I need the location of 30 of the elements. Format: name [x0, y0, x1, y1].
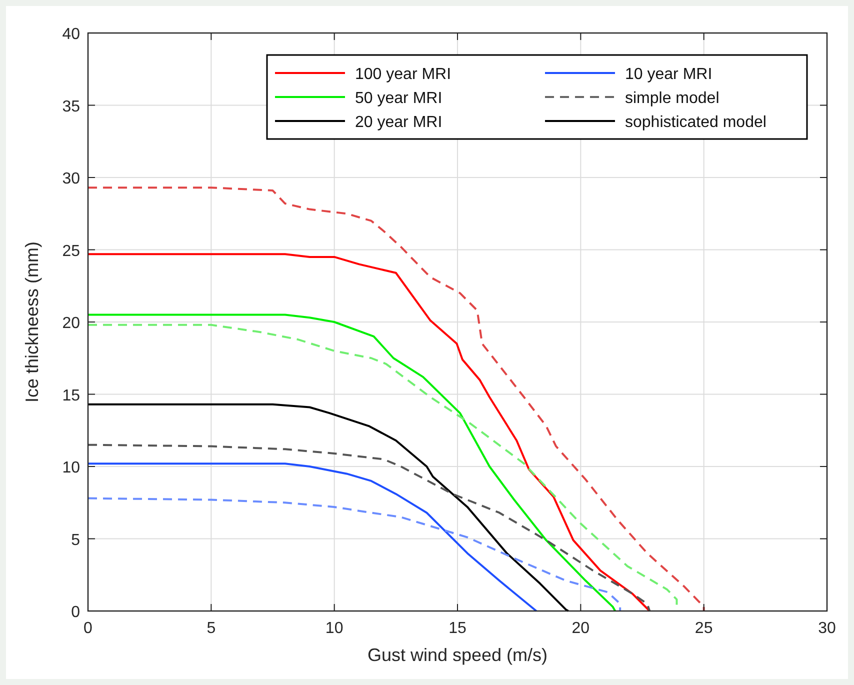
y-tick-label: 10 [62, 460, 80, 476]
y-tick-label: 15 [62, 387, 80, 404]
line-series [87, 186, 705, 612]
legend-label: simple model [625, 90, 720, 107]
x-tick-label: 30 [818, 620, 836, 637]
x-axis-title: Gust wind speed (m/s) [367, 645, 548, 665]
y-tick-label: 5 [71, 532, 80, 549]
y-tick-label: 25 [62, 242, 80, 260]
x-tick-label: 20 [572, 620, 590, 637]
x-tick-label: 15 [448, 620, 466, 637]
y-tick-label: 40 [62, 26, 80, 43]
legend-label: 100 year MRI [355, 66, 452, 83]
x-tick-label: 25 [694, 620, 713, 637]
x-tick-label: 10 [325, 620, 344, 637]
legend-label: 10 year MRI [625, 66, 712, 83]
x-tick-label: 0 [84, 620, 93, 637]
legend-label: 50 year MRI [355, 90, 442, 107]
line-series [87, 497, 622, 612]
y-tick-label: 35 [62, 98, 80, 116]
line-series [87, 403, 570, 612]
y-axis-title: Ice thickneess (mm) [22, 241, 42, 403]
x-tick-label: 5 [206, 620, 216, 637]
y-tick-label: 20 [62, 315, 80, 332]
y-tick-label: 0 [71, 604, 80, 621]
line-series [87, 462, 538, 612]
line-series [87, 253, 651, 612]
legend-label: sophisticated model [625, 114, 766, 131]
y-tick-label: 30 [62, 170, 80, 188]
line-series [87, 444, 651, 612]
legend-label: 20 year MRI [355, 114, 442, 131]
